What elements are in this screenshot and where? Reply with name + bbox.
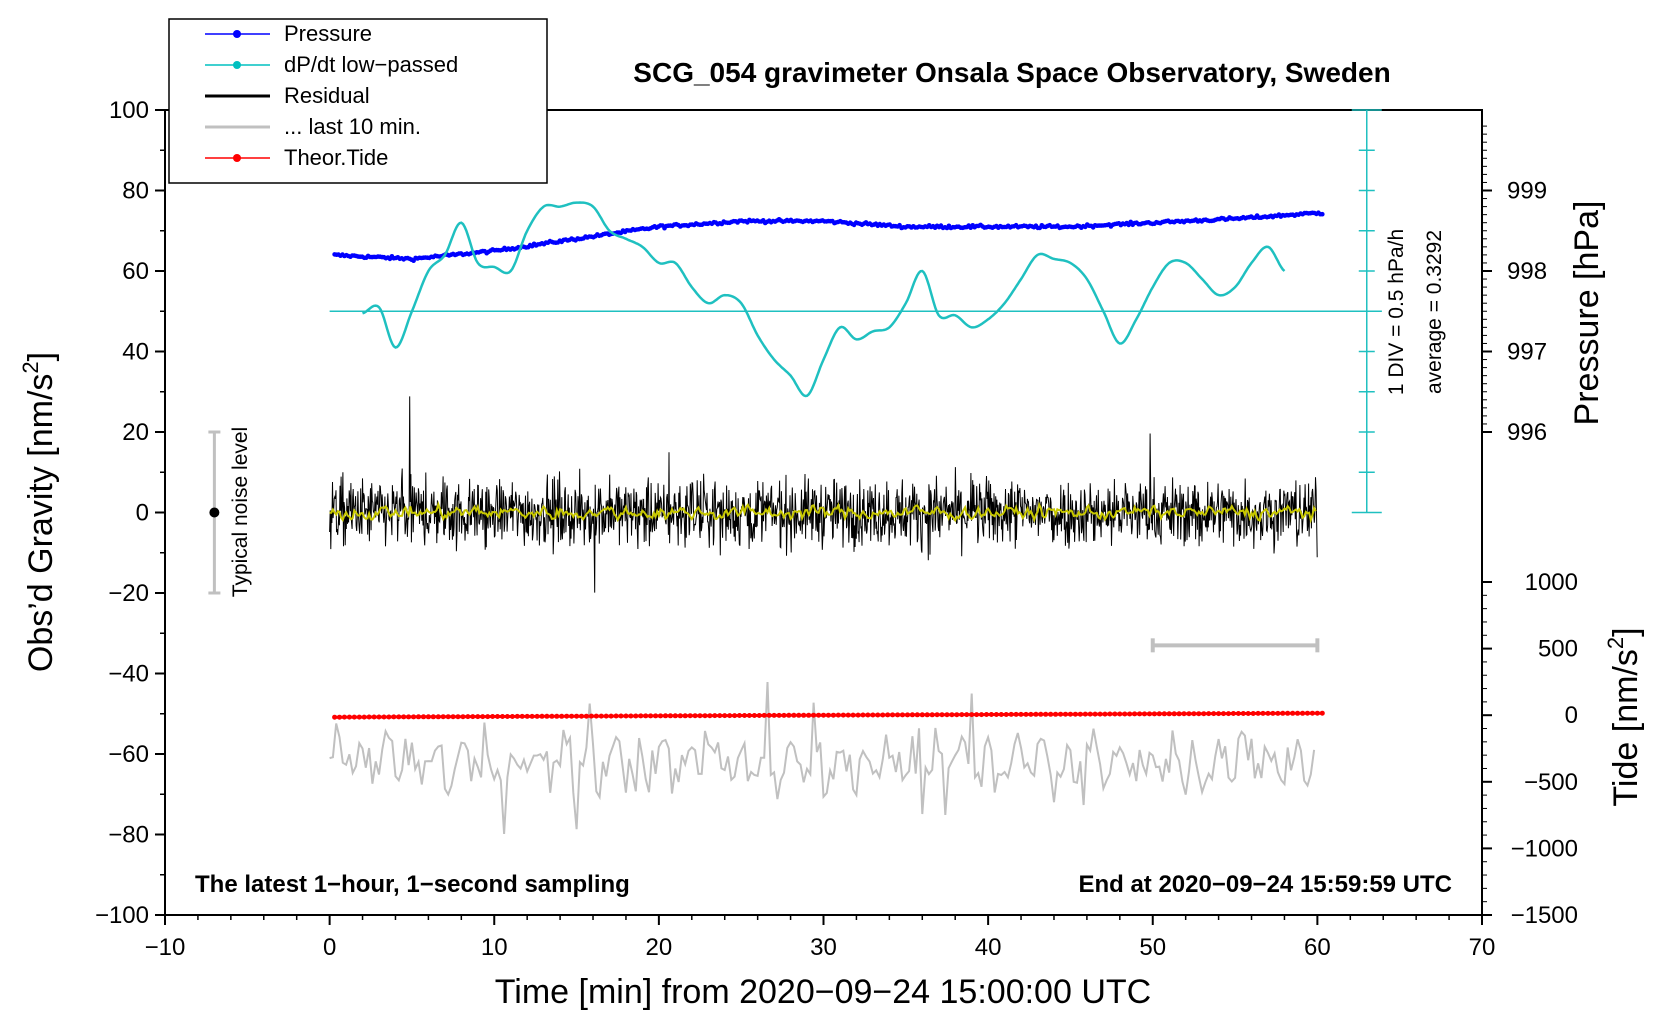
dpdt-line <box>362 201 1286 398</box>
x-axis: −10 0 10 20 30 40 50 60 70 <box>145 915 1496 961</box>
x-tick-label: 20 <box>646 934 673 961</box>
y-tick-label: 20 <box>122 419 149 446</box>
legend-label: dP/dt low−passed <box>284 52 458 77</box>
chart-title: SCG_054 gravimeter Onsala Space Observat… <box>633 57 1390 88</box>
pressure-line <box>334 211 1323 262</box>
series-last10 <box>329 681 1316 834</box>
y-tick-label: 0 <box>136 500 149 527</box>
y-axis-label-tide: Tide [nm/s2] <box>1603 627 1645 806</box>
x-axis-label: Time [min] from 2020−09−24 15:00:00 UTC <box>495 973 1151 1011</box>
legend-marker <box>233 61 241 69</box>
x-tick-label: 50 <box>1139 934 1166 961</box>
pressure-tick-label: 997 <box>1507 339 1547 366</box>
legend-label: Residual <box>284 83 370 108</box>
y-tick-label: 100 <box>109 97 149 124</box>
legend: Pressure dP/dt low−passed Residual ... last… <box>168 18 548 184</box>
legend-label: Pressure <box>284 21 372 46</box>
x-tick-label: 60 <box>1304 934 1331 961</box>
dpdt-scale <box>329 109 1382 514</box>
tide-tick-label: −1500 <box>1511 902 1578 929</box>
residual-line <box>329 396 1318 593</box>
y-tick-label: −20 <box>108 580 149 607</box>
legend-label: Theor.Tide <box>284 145 388 170</box>
legend-marker <box>233 30 241 38</box>
y-tick-label: 80 <box>122 178 149 205</box>
y-axis-label-pressure: Pressure [hPa] <box>1568 201 1606 426</box>
tide-tick-label: 1000 <box>1525 569 1578 596</box>
x-tick-label: 10 <box>481 934 508 961</box>
y-tick-label: −100 <box>95 902 149 929</box>
dpdt-scale-label: 1 DIV = 0.5 hPa/h <box>1385 229 1408 395</box>
series-pressure <box>332 210 1325 264</box>
pressure-tick-label: 998 <box>1507 258 1547 285</box>
last10-line <box>329 681 1316 834</box>
series-dpdt <box>362 201 1286 398</box>
y-tick-label: −60 <box>108 741 149 768</box>
y-tick-label: 40 <box>122 339 149 366</box>
y-axis-left: −100 −80 −60 −40 −20 0 20 40 60 80 100 <box>95 97 165 929</box>
x-tick-label: 40 <box>975 934 1002 961</box>
tide-line <box>334 711 1323 719</box>
tide-tick-label: −1000 <box>1511 835 1578 862</box>
y-axis-pressure: 996 997 998 999 <box>1482 125 1547 446</box>
x-tick-label: 0 <box>323 934 336 961</box>
legend-marker <box>233 154 241 162</box>
x-tick-label: 30 <box>810 934 837 961</box>
last10-range-bar <box>1150 638 1320 653</box>
y-tick-label: −80 <box>108 822 149 849</box>
dpdt-average-label: average = 0.3292 <box>1423 230 1446 394</box>
tide-tick-label: 500 <box>1538 636 1578 663</box>
y-tick-label: 60 <box>122 258 149 285</box>
legend-box <box>168 18 548 184</box>
tide-tick-label: −500 <box>1524 769 1578 796</box>
y-tick-label: −40 <box>108 661 149 688</box>
y-axis-tide: −1500 −1000 −500 0 500 1000 <box>1482 569 1578 929</box>
pressure-tick-label: 996 <box>1507 419 1547 446</box>
series-residual <box>329 396 1318 593</box>
y-axis-label-left: Obs’d Gravity [nm/s2] <box>18 352 60 672</box>
series-tide <box>332 710 1325 720</box>
noise-center-dot <box>209 507 220 518</box>
pressure-tick-label: 999 <box>1507 178 1547 205</box>
tide-tick-label: 0 <box>1565 702 1578 729</box>
legend-label: ... last 10 min. <box>284 114 421 139</box>
footer-left: The latest 1−hour, 1−second sampling <box>195 871 630 898</box>
noise-level-label: Typical noise level <box>229 427 252 597</box>
footer-right: End at 2020−09−24 15:59:59 UTC <box>1078 871 1452 898</box>
noise-level-indicator <box>208 430 221 595</box>
residual-smoothed-line <box>329 500 1317 524</box>
x-tick-label: 70 <box>1469 934 1496 961</box>
x-tick-label: −10 <box>145 934 186 961</box>
